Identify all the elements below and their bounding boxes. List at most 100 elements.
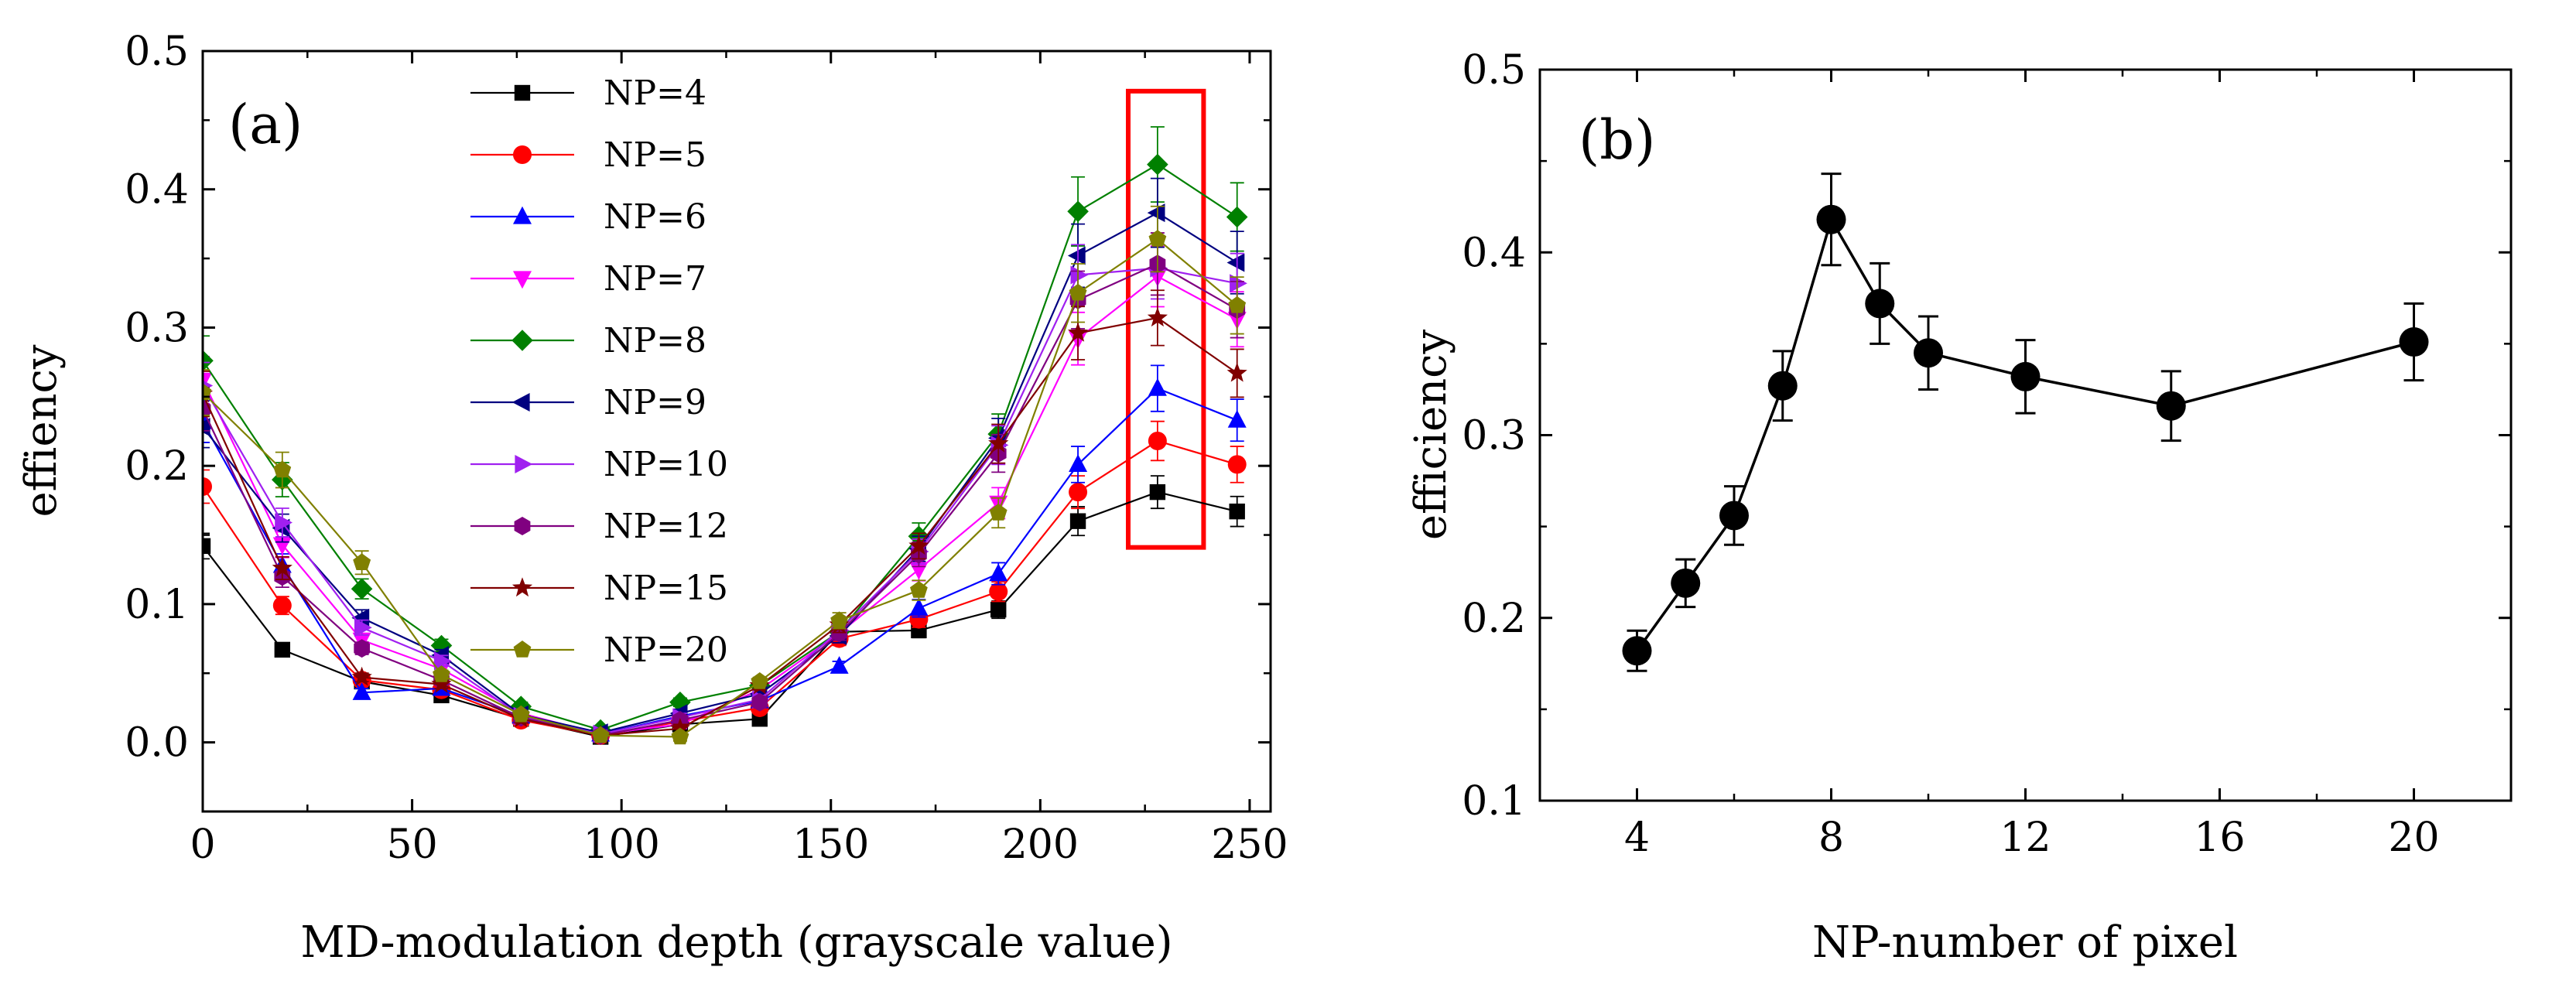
data-point [1148, 230, 1167, 247]
data-point [1228, 296, 1247, 313]
data-point [671, 727, 689, 745]
x-tick-label: 8 [1818, 815, 1844, 861]
legend-marker [513, 145, 532, 164]
data-point [203, 477, 212, 496]
data-point [431, 673, 452, 693]
series-line [203, 439, 1238, 736]
data-point [1226, 362, 1247, 382]
legend-label: NP=8 [604, 321, 706, 360]
series-np-6 [203, 364, 1247, 742]
data-point [989, 563, 1008, 582]
data-point [751, 672, 769, 689]
data-point [430, 634, 453, 657]
legend-marker [511, 330, 533, 351]
data-point [1816, 204, 1846, 234]
data-point [351, 608, 370, 627]
y-tick-label: 0.1 [125, 582, 189, 628]
data-point [1227, 455, 1247, 474]
data-point [1067, 200, 1089, 223]
legend-entry: NP=6 [470, 197, 706, 237]
data-point [1070, 265, 1089, 285]
data-point [354, 618, 372, 637]
data-point [591, 726, 610, 743]
series-line [203, 262, 1238, 736]
y-tick-label: 0.2 [1462, 596, 1526, 642]
data-point [433, 651, 452, 671]
x-tick-label: 0 [190, 822, 215, 868]
legend-label: NP=6 [604, 197, 706, 237]
legend-entry: NP=9 [470, 383, 706, 422]
legend-marker [514, 517, 531, 535]
y-tick-label: 0.3 [125, 305, 189, 351]
panel-a-frame [201, 50, 1272, 813]
data-point [910, 581, 928, 598]
panel-b-label: (b) [1579, 108, 1655, 172]
data-point [830, 611, 848, 629]
legend-marker [513, 271, 532, 289]
data-point [1147, 307, 1168, 327]
x-tick-label: 150 [792, 822, 869, 868]
legend-label: NP=12 [604, 507, 728, 546]
data-point [351, 578, 373, 600]
data-point [1767, 371, 1798, 401]
panel-b-x-axis-label: NP-number of pixel [1812, 917, 2238, 968]
x-tick-label: 20 [2388, 815, 2439, 861]
data-point [988, 432, 1009, 453]
data-point [354, 639, 370, 658]
data-point [1671, 568, 1701, 598]
series-np-20 [203, 205, 1247, 745]
legend-label: NP=20 [604, 630, 728, 670]
y-tick-label: 0.1 [1462, 778, 1526, 825]
x-tick-label: 16 [2194, 815, 2245, 861]
data-point [274, 641, 291, 658]
panel-b-y-axis-label: efficiency [1406, 329, 1456, 540]
data-point [1067, 322, 1089, 342]
series-line [203, 211, 1238, 734]
series-line [203, 237, 1238, 738]
legend-label: NP=7 [604, 259, 706, 299]
legend-label: NP=9 [604, 383, 706, 422]
y-tick-label: 0.4 [125, 167, 189, 214]
panel-b-data-layer [1622, 173, 2429, 672]
data-point [1148, 378, 1167, 396]
panel-b: 4 8 12 16 20 0.1 0.2 0.3 0.4 0.5 (b) NP-number of… [1406, 47, 2513, 968]
data-point [908, 535, 929, 555]
legend-marker [511, 393, 530, 412]
y-tick-label: 0.3 [1462, 413, 1526, 460]
legend-entry: NP=4 [470, 73, 706, 113]
panel-b-ticks: 4 8 12 16 20 0.1 0.2 0.3 0.4 0.5 [1462, 47, 2513, 861]
y-tick-label: 0.0 [125, 720, 189, 767]
data-point [1226, 206, 1248, 228]
data-point [272, 557, 292, 577]
data-point [273, 460, 292, 478]
data-point [830, 656, 849, 674]
legend-label: NP=5 [604, 135, 706, 175]
data-point [2156, 391, 2186, 421]
data-point [1227, 410, 1247, 428]
x-tick-label: 12 [2000, 815, 2051, 861]
x-tick-label: 50 [387, 822, 438, 868]
data-point [433, 665, 450, 682]
data-point [351, 666, 372, 686]
data-point [1147, 153, 1168, 176]
data-point [1622, 636, 1652, 666]
data-point [2010, 361, 2041, 391]
data-point [353, 553, 371, 570]
legend-label: NP=4 [604, 73, 706, 113]
x-tick-label: 200 [1002, 822, 1079, 868]
data-point [1069, 483, 1088, 502]
y-tick-label: 0.5 [1462, 47, 1526, 94]
data-point [272, 596, 292, 615]
data-point [1069, 513, 1086, 529]
y-tick-label: 0.4 [1462, 230, 1526, 276]
legend-marker [513, 641, 532, 658]
legend-label: NP=10 [604, 445, 728, 484]
series-line [203, 316, 1238, 736]
data-point [1069, 283, 1087, 301]
legend-entry: NP=20 [470, 630, 728, 670]
data-point [989, 582, 1008, 601]
legend-marker [514, 84, 531, 101]
legend-entry: NP=7 [470, 259, 706, 299]
panel-a-data-layer [203, 88, 1248, 745]
panel-a: 0 50 100 150 200 250 0.0 0.1 0.2 0.3 0.4 0.5 (a) NP… [16, 29, 1288, 968]
